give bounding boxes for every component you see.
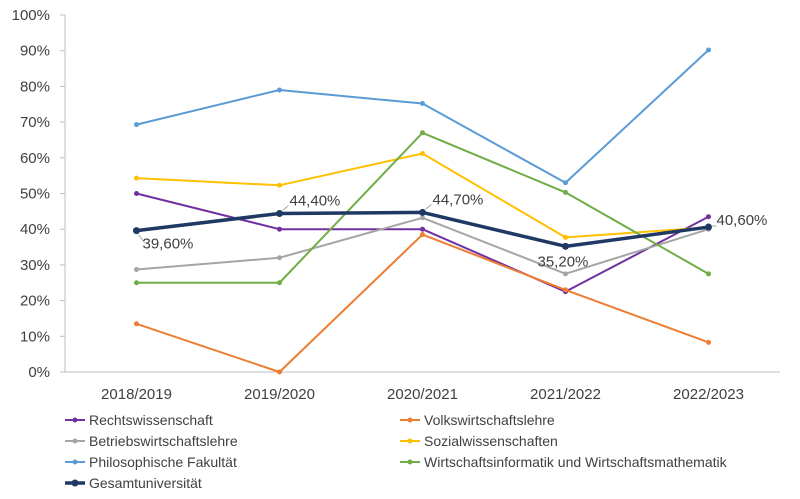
data-label: 44,70% [433,191,484,208]
series-5 [134,130,711,286]
data-point [706,271,711,277]
y-tick-label: 10% [20,328,50,345]
y-tick-label: 50% [20,186,50,203]
y-tick-label: 40% [20,221,50,238]
legend-marker [72,417,78,423]
legend-item: Volkswirtschaftslehre [400,412,555,428]
data-label-leader [425,204,432,210]
data-point [277,255,282,261]
data-point [420,101,425,107]
x-tick-label: 2019/2020 [244,386,315,403]
data-point [420,151,425,157]
data-point [706,339,711,345]
data-labels: 39,60% 44,40% 44,70% 35,20% 40,60% [138,191,768,270]
legend-label: Betriebswirtschaftslehre [89,433,238,449]
data-point [134,191,139,196]
series-6 [133,208,712,250]
legend-marker [407,417,413,423]
legend-label: Volkswirtschaftslehre [424,412,555,428]
data-point [134,280,139,286]
y-tick-label: 70% [20,114,50,131]
data-point [134,122,139,128]
legend: Rechtswissenschaft Volkswirtschaftslehre B… [65,412,728,491]
y-tick-label: 100% [12,7,50,24]
legend-item: Wirtschaftsinformatik und Wirtschaftsmat… [400,454,728,470]
legend-marker [407,438,413,444]
data-point [277,369,282,375]
y-tick-label: 30% [20,257,50,274]
series-line [136,192,709,293]
legend-marker [71,479,79,487]
data-point [420,232,425,238]
data-label: 44,40% [290,192,341,209]
series-1 [134,232,711,375]
x-tick-label: 2022/2023 [673,386,744,403]
data-point [420,226,425,232]
data-point [563,189,568,195]
data-label-leader [282,205,289,211]
data-point [277,226,282,232]
series-layer [133,47,712,375]
data-point [705,223,712,231]
legend-marker [72,459,78,465]
series-line [136,216,709,275]
legend-marker [72,438,78,444]
y-tick-label: 90% [20,43,50,60]
y-tick-label: 60% [20,150,50,167]
data-point [706,214,711,220]
data-point [706,47,711,53]
legend-marker [407,459,413,465]
data-point [134,321,139,327]
legend-label: Rechtswissenschaft [89,412,213,428]
legend-item: Rechtswissenschaft [65,412,213,428]
data-point [277,182,282,188]
series-0 [134,191,711,295]
data-point [420,215,425,221]
series-4 [134,47,711,186]
data-label: 35,20% [538,253,589,270]
legend-label: Philosophische Fakultät [89,454,237,470]
data-point [277,280,282,286]
data-point [277,87,282,93]
data-point [133,227,140,235]
chart-axes: 0% 10% 20% 30% 40% 50% 60% 70% 80% 90% 100% 2018/20… [12,7,780,403]
y-tick-label: 0% [28,364,50,381]
series-2 [134,215,711,277]
legend-label: Gesamtuniversität [89,475,202,491]
data-point [276,209,283,217]
y-tick-label: 80% [20,78,50,95]
data-label: 39,60% [143,236,194,253]
data-point [420,130,425,136]
data-point [563,287,568,293]
series-line [136,49,710,184]
data-point [563,234,568,240]
data-point [419,208,426,216]
data-label-leader [138,234,145,243]
legend-label: Wirtschaftsinformatik und Wirtschaftsmat… [424,454,728,470]
y-tick-label: 20% [20,293,50,310]
legend-item: Sozialwissenschaften [400,433,558,449]
legend-item: Philosophische Fakultät [65,454,237,470]
data-point [563,180,568,186]
data-point [562,242,569,250]
x-tick-label: 2020/2021 [387,386,458,403]
data-label: 40,60% [717,212,768,229]
legend-label: Sozialwissenschaften [424,433,558,449]
x-tick-label: 2021/2022 [530,386,601,403]
data-point [134,267,139,273]
data-point [563,271,568,277]
legend-item: Gesamtuniversität [65,475,202,491]
legend-item: Betriebswirtschaftslehre [65,433,238,449]
x-tick-label: 2018/2019 [101,386,172,403]
data-point [134,175,139,181]
